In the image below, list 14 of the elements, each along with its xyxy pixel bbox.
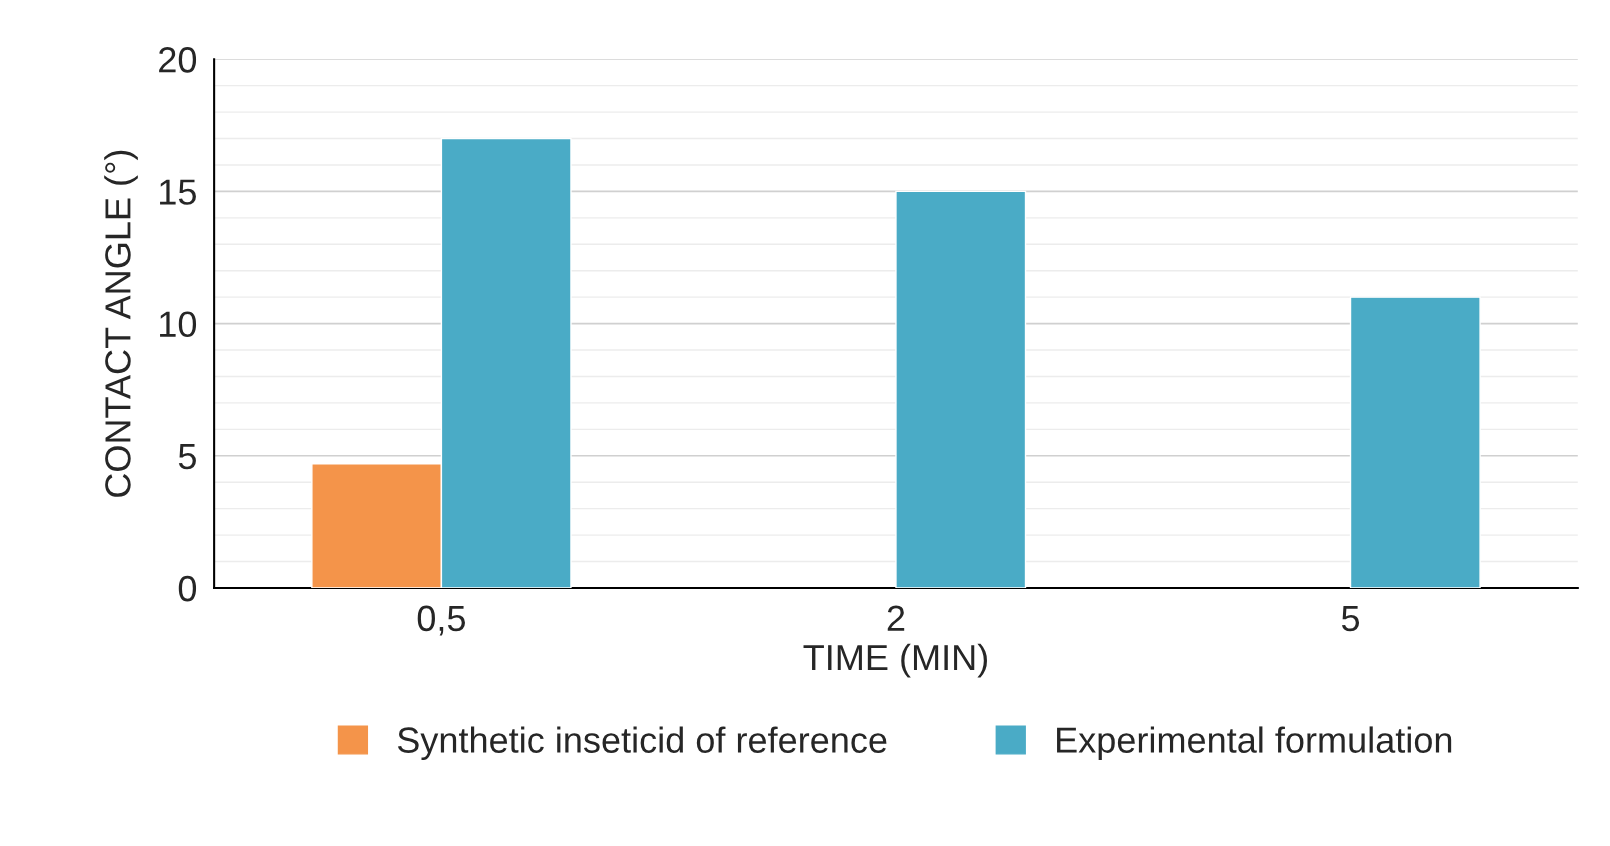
x-tick-label: 2: [887, 605, 905, 631]
y-tick-label: 0: [178, 575, 197, 602]
x-tick-label: 5: [1341, 605, 1360, 632]
bar: [1349, 296, 1481, 588]
y-tick-label: 5: [178, 444, 196, 470]
legend-label: Synthetic inseticid of reference: [397, 726, 887, 761]
x-tick-label: 0,5: [417, 605, 465, 636]
bar: [895, 190, 1027, 588]
legend-label: Experimental formulation: [1057, 726, 1452, 761]
y-tick-label: 20: [159, 47, 197, 73]
y-axis-title: CONTACT ANGLE (°): [104, 150, 138, 497]
x-axis-title: TIME (MIN): [803, 643, 987, 678]
y-tick-label: 10: [160, 311, 197, 338]
y-tick-label: 15: [160, 179, 196, 205]
